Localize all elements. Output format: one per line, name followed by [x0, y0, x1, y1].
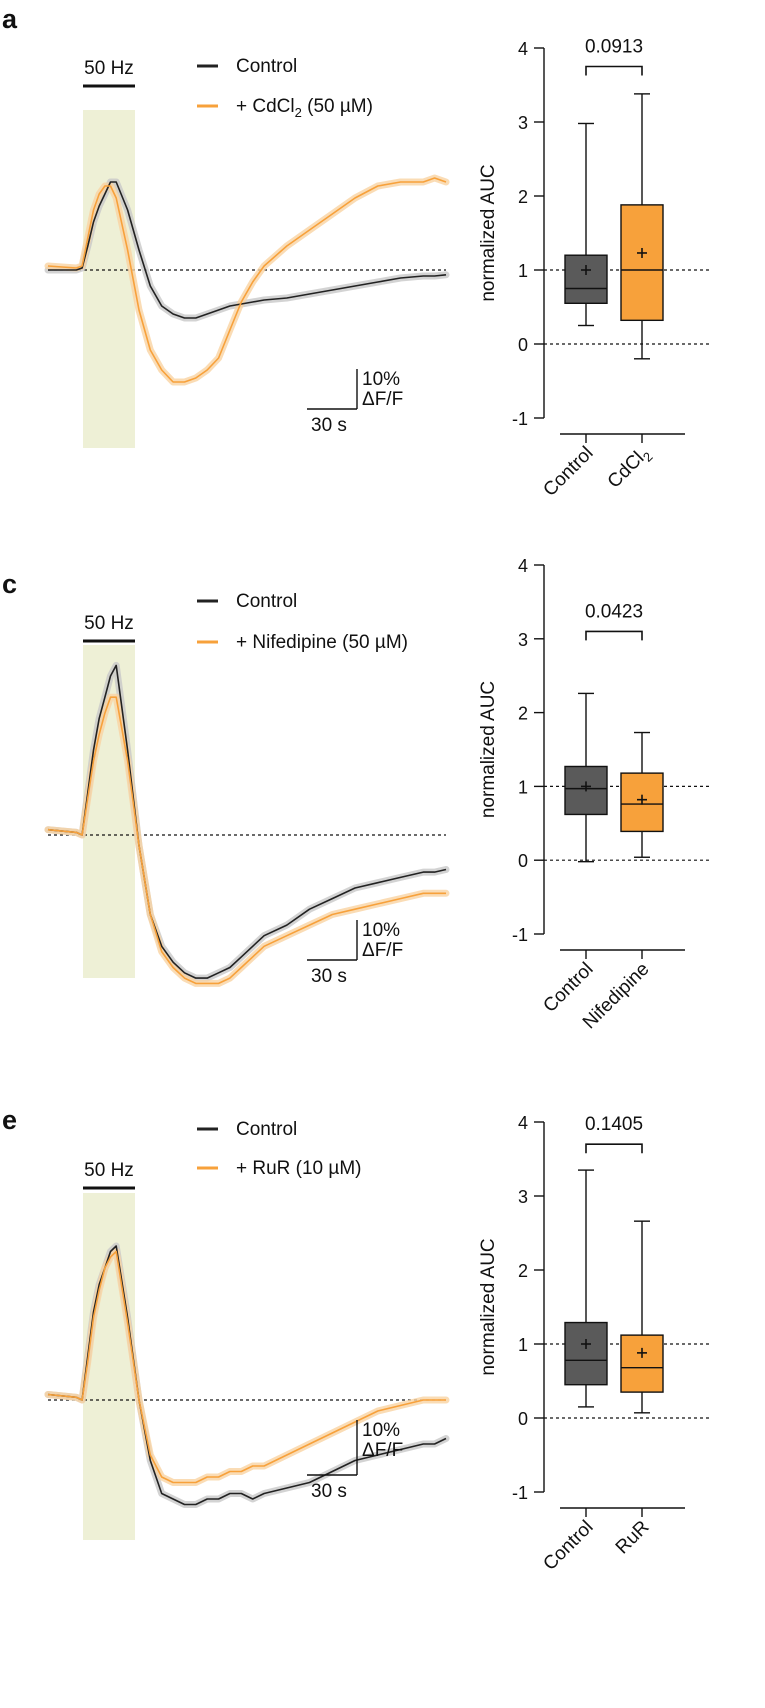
- box-y-tick-label: 1: [518, 261, 528, 281]
- box-category-label: Control: [539, 443, 597, 501]
- stim-label: 50 Hz: [84, 58, 134, 79]
- box-category-label: CdCl2: [604, 443, 656, 495]
- box-category-main: RuR: [612, 1517, 654, 1559]
- legend-label-main: + Nifedipine (50 µM): [236, 632, 408, 653]
- box-y-tick-label: 3: [518, 1187, 528, 1207]
- box-y-tick-label: 2: [518, 704, 528, 724]
- box-category-main: Control: [539, 443, 597, 501]
- box-iqr: [564, 1321, 608, 1386]
- legend-label: Control: [236, 1119, 297, 1140]
- box-y-tick-label: 0: [518, 1409, 528, 1429]
- box-y-tick-label: 2: [518, 187, 528, 207]
- legend-label-main: Control: [236, 591, 297, 612]
- box-iqr: [620, 204, 664, 322]
- box-y-axis-label: normalized AUC: [478, 681, 499, 818]
- legend-label: Control: [236, 56, 297, 77]
- scalebar-x-label: 30 s: [311, 415, 347, 436]
- box-y-tick-label: 4: [518, 39, 528, 59]
- box-category-label: Control: [539, 1517, 597, 1575]
- stim-label: 50 Hz: [84, 613, 134, 634]
- p-value-label: 0.0913: [585, 37, 643, 58]
- scalebar-x-label: 30 s: [311, 1481, 347, 1502]
- scalebar-y-unit: ΔF/F: [362, 389, 403, 410]
- legend-label: Control: [236, 591, 297, 612]
- p-value-label: 0.0423: [585, 601, 643, 622]
- stim-shade: [83, 110, 135, 448]
- panel-e: e 50 Hz Control + RuR (10 µM) 10%ΔF/F 30 s -1 0…: [2, 1105, 710, 1575]
- legend-label-main: Control: [236, 56, 297, 77]
- scalebar-y-label: 10%: [362, 1420, 400, 1441]
- panel-label: e: [2, 1105, 17, 1135]
- box-y-tick-label: 4: [518, 1113, 528, 1133]
- legend-label-main: Control: [236, 1119, 297, 1140]
- legend-label: + RuR (10 µM): [236, 1158, 362, 1179]
- box-y-tick-label: -1: [512, 409, 528, 429]
- scalebar-x-label: 30 s: [311, 966, 347, 987]
- trace-line-control: [47, 1245, 447, 1506]
- box-y-tick-label: 0: [518, 335, 528, 355]
- box-y-tick-label: -1: [512, 925, 528, 945]
- legend-label: + Nifedipine (50 µM): [236, 632, 408, 653]
- box-y-tick-label: -1: [512, 1483, 528, 1503]
- box-category-main: Control: [539, 1517, 597, 1575]
- box-y-tick-label: 2: [518, 1261, 528, 1281]
- panel-label: a: [2, 4, 18, 34]
- legend-label-main: + RuR (10 µM): [236, 1158, 362, 1179]
- box-y-tick-label: 3: [518, 630, 528, 650]
- legend-label-main: + CdCl: [236, 96, 295, 117]
- box-y-axis-label: normalized AUC: [478, 1238, 499, 1375]
- stim-label: 50 Hz: [84, 1160, 134, 1181]
- boxplot: -1 0 1 2 3 4 normalized AUC Control CdCl2 0.0913: [478, 37, 710, 501]
- box-y-tick-label: 1: [518, 777, 528, 797]
- significance-bracket: [585, 630, 643, 641]
- legend-label-suffix: (50 µM): [302, 96, 373, 117]
- panel-a: a50 Hz Control+ CdCl2 (50 µM)10%ΔF/F30 s-…: [2, 4, 710, 501]
- trace-line-treatment: [47, 177, 447, 383]
- significance-bracket: [585, 65, 643, 76]
- scalebar-y-unit: ΔF/F: [362, 940, 403, 961]
- box-iqr: [564, 254, 608, 304]
- trace-line-control: [48, 181, 447, 319]
- trace-line-treatment: [47, 696, 446, 985]
- box-y-tick-label: 1: [518, 1335, 528, 1355]
- panel-c: c 50 Hz Control + Nifedipine (50 µM) 10%ΔF/F…: [2, 556, 710, 1033]
- scalebar-y-label: 10%: [362, 920, 400, 941]
- box-category-label: RuR: [612, 1517, 654, 1559]
- legend-label-sub: 2: [295, 105, 302, 120]
- boxplot: -1 0 1 2 3 4 normalized AUC Control RuR 0.1405: [478, 1113, 710, 1575]
- trace-line-control: [47, 664, 447, 979]
- stim-shade: [83, 1193, 135, 1540]
- box-y-tick-label: 4: [518, 556, 528, 576]
- box-y-tick-label: 3: [518, 113, 528, 133]
- box-y-axis-label: normalized AUC: [478, 164, 499, 301]
- p-value-label: 0.1405: [585, 1114, 643, 1135]
- scalebar-y-label: 10%: [362, 369, 400, 390]
- box-y-tick-label: 0: [518, 851, 528, 871]
- box-iqr: [620, 1334, 664, 1393]
- significance-bracket: [585, 1143, 643, 1154]
- scalebar-y-unit: ΔF/F: [362, 1440, 403, 1461]
- panel-label: c: [2, 569, 17, 599]
- trace-line-treatment: [47, 1250, 446, 1484]
- legend-label: + CdCl2 (50 µM): [236, 96, 373, 120]
